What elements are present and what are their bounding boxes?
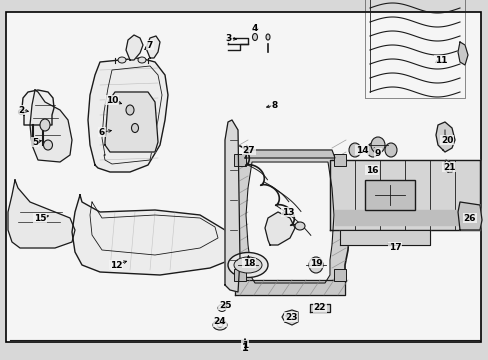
- Polygon shape: [30, 90, 72, 162]
- Ellipse shape: [218, 305, 225, 311]
- Text: 23: 23: [284, 312, 297, 321]
- Text: 8: 8: [271, 100, 278, 109]
- Text: 16: 16: [365, 166, 378, 175]
- Polygon shape: [224, 120, 240, 292]
- Polygon shape: [235, 280, 345, 295]
- Ellipse shape: [370, 137, 384, 153]
- Text: 15: 15: [34, 213, 46, 222]
- Polygon shape: [8, 180, 75, 248]
- Ellipse shape: [126, 105, 134, 115]
- Polygon shape: [126, 35, 142, 60]
- Text: 21: 21: [442, 162, 454, 171]
- Text: 6: 6: [99, 127, 105, 136]
- Bar: [333, 269, 346, 281]
- Ellipse shape: [384, 143, 396, 157]
- Polygon shape: [146, 36, 160, 58]
- Text: 26: 26: [463, 213, 475, 222]
- Bar: [234, 269, 245, 281]
- Polygon shape: [309, 304, 329, 312]
- Bar: [234, 154, 245, 166]
- Text: 19: 19: [309, 258, 322, 267]
- Bar: [333, 154, 346, 166]
- Ellipse shape: [217, 323, 223, 327]
- Text: 27: 27: [242, 145, 255, 154]
- Polygon shape: [457, 42, 467, 65]
- Polygon shape: [443, 160, 452, 172]
- Ellipse shape: [252, 33, 257, 41]
- Polygon shape: [435, 122, 454, 152]
- Text: 7: 7: [146, 41, 153, 50]
- Text: 17: 17: [388, 243, 401, 252]
- Bar: [364, 180, 414, 210]
- Ellipse shape: [118, 57, 126, 63]
- Text: 22: 22: [313, 303, 325, 312]
- Text: 4: 4: [251, 23, 258, 32]
- Polygon shape: [229, 155, 349, 292]
- Ellipse shape: [366, 143, 378, 157]
- Ellipse shape: [308, 257, 323, 273]
- Polygon shape: [88, 58, 168, 172]
- Text: 2: 2: [18, 105, 24, 114]
- Text: 5: 5: [32, 138, 38, 147]
- Text: 10: 10: [105, 95, 118, 104]
- Polygon shape: [329, 160, 479, 230]
- Ellipse shape: [131, 123, 138, 132]
- Ellipse shape: [227, 252, 267, 278]
- Ellipse shape: [19, 109, 23, 114]
- Text: 3: 3: [225, 33, 232, 42]
- Text: 1: 1: [242, 341, 247, 350]
- Polygon shape: [334, 210, 474, 225]
- Text: 20: 20: [440, 135, 452, 144]
- Text: 18: 18: [242, 258, 255, 267]
- Text: 24: 24: [213, 318, 226, 327]
- Polygon shape: [22, 90, 54, 125]
- Ellipse shape: [40, 119, 50, 131]
- Text: 12: 12: [109, 261, 122, 270]
- Polygon shape: [72, 195, 231, 275]
- Ellipse shape: [265, 34, 269, 40]
- Ellipse shape: [213, 320, 226, 330]
- Ellipse shape: [294, 222, 305, 230]
- Text: 9: 9: [374, 149, 381, 158]
- Polygon shape: [339, 230, 429, 245]
- Ellipse shape: [138, 57, 146, 63]
- Text: 14: 14: [355, 145, 367, 154]
- Ellipse shape: [43, 140, 52, 150]
- Polygon shape: [105, 92, 158, 152]
- Polygon shape: [245, 162, 333, 283]
- Ellipse shape: [348, 143, 360, 157]
- Polygon shape: [244, 150, 334, 158]
- Polygon shape: [264, 212, 294, 245]
- Text: 25: 25: [218, 301, 231, 310]
- Polygon shape: [282, 310, 297, 325]
- Ellipse shape: [234, 257, 262, 273]
- Text: 13: 13: [281, 207, 294, 216]
- Polygon shape: [457, 202, 481, 230]
- Text: 1: 1: [241, 343, 248, 353]
- Text: 11: 11: [434, 55, 447, 64]
